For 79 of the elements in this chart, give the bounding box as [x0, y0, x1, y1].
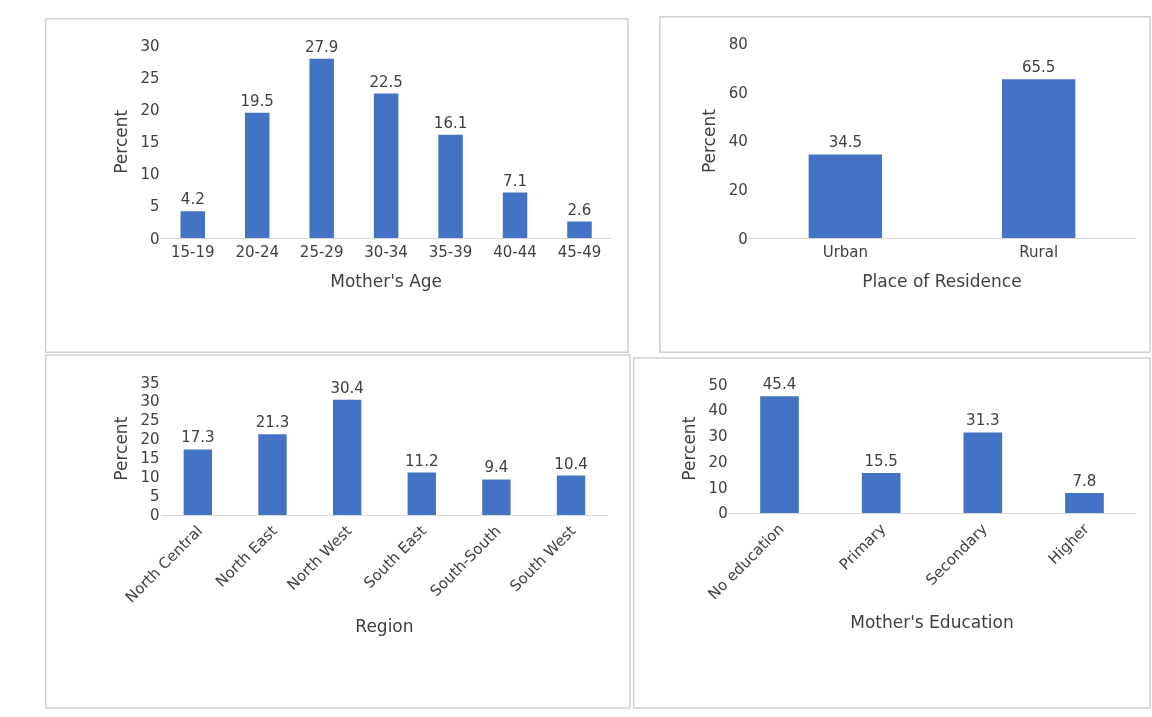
x-tick-label: 15-19	[170, 243, 215, 262]
y-tick-label: 25	[140, 411, 160, 430]
bar	[567, 221, 592, 239]
data-label: 34.5	[828, 133, 863, 152]
bar	[760, 396, 799, 513]
data-label: 15.5	[864, 452, 898, 471]
data-label: 17.3	[181, 428, 215, 447]
x-tick-label: Rural	[1019, 243, 1059, 262]
x-tick-label: 40-44	[493, 243, 537, 262]
y-axis-title: Percent	[699, 108, 720, 174]
y-tick-label: 30	[140, 392, 160, 411]
y-tick-label: 25	[140, 68, 160, 87]
y-tick-label: 0	[149, 229, 160, 248]
bar	[963, 432, 1003, 513]
data-label: 21.3	[255, 413, 290, 432]
data-label: 4.2	[180, 190, 205, 209]
data-label: 11.2	[405, 451, 439, 470]
bar	[332, 399, 362, 516]
bar	[407, 472, 436, 516]
data-label: 22.5	[369, 72, 403, 91]
x-tick-label: Urban	[822, 243, 869, 262]
bar	[502, 192, 528, 239]
y-tick-label: 15	[140, 133, 160, 152]
data-label: 9.4	[484, 458, 509, 477]
bar	[482, 479, 511, 516]
bar	[244, 112, 270, 239]
y-tick-label: 80	[728, 35, 748, 54]
y-tick-label: 10	[140, 165, 160, 184]
y-tick-label: 0	[738, 229, 748, 248]
x-axis-title: Mother's Education	[850, 612, 1014, 633]
y-tick-label: 20	[708, 452, 728, 471]
y-tick-label: 5	[149, 487, 160, 506]
bar	[180, 211, 206, 239]
bar	[1065, 492, 1104, 513]
data-label: 7.8	[1072, 471, 1097, 490]
y-tick-label: 35	[140, 373, 160, 392]
y-tick-label: 15	[140, 449, 160, 468]
bar	[258, 434, 287, 516]
data-label: 2.6	[567, 200, 592, 219]
bar	[309, 58, 334, 239]
data-label: 7.1	[503, 171, 527, 190]
y-tick-label: 40	[708, 401, 728, 420]
x-axis-title: Mother's Age	[330, 270, 443, 291]
data-label: 45.4	[762, 375, 797, 394]
data-label: 16.1	[433, 113, 468, 132]
y-tick-label: 5	[149, 197, 160, 216]
y-tick-label: 30	[708, 427, 728, 446]
y-axis-title: Percent	[111, 416, 131, 481]
data-label: 31.3	[966, 411, 1000, 430]
data-label: 10.4	[554, 454, 588, 473]
x-tick-label: 45-49	[557, 243, 602, 262]
bar	[861, 473, 901, 513]
y-axis-title: Percent	[111, 109, 131, 174]
x-axis-title: Place of Residence	[862, 270, 1022, 291]
x-tick-label: 30-34	[364, 243, 408, 262]
y-tick-label: 60	[728, 83, 748, 102]
x-axis-title: Region	[355, 615, 414, 636]
data-label: 30.4	[330, 378, 364, 397]
y-tick-label: 50	[708, 375, 728, 394]
y-tick-label: 20	[140, 430, 160, 449]
y-tick-label: 10	[140, 468, 160, 487]
bar	[438, 134, 463, 239]
y-tick-label: 20	[728, 180, 748, 199]
bar	[556, 475, 586, 516]
data-label: 65.5	[1021, 58, 1056, 77]
data-label: 27.9	[304, 37, 339, 56]
data-label: 19.5	[240, 91, 274, 110]
y-tick-label: 30	[140, 36, 160, 55]
y-tick-label: 40	[728, 132, 748, 151]
y-tick-label: 20	[140, 100, 160, 119]
y-axis-title: Percent	[679, 416, 700, 481]
x-tick-label: 20-24	[235, 243, 280, 262]
y-tick-label: 0	[718, 504, 728, 523]
bar	[183, 449, 213, 516]
x-tick-label: 25-29	[299, 243, 344, 262]
y-tick-label: 0	[149, 506, 160, 525]
y-tick-label: 10	[708, 478, 728, 497]
bar	[373, 93, 399, 239]
x-tick-label: 35-39	[428, 243, 473, 262]
